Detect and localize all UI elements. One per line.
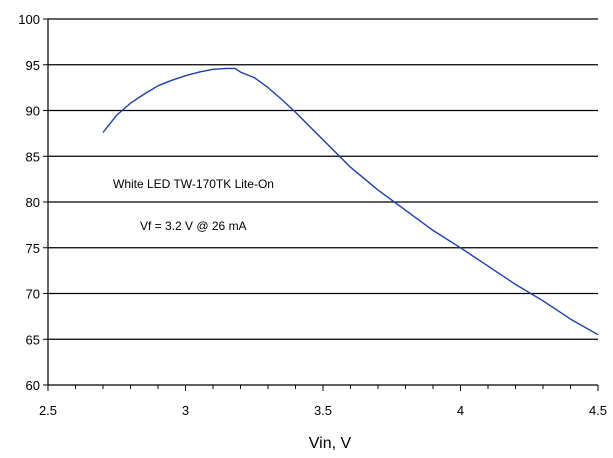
y-tick-label-95: 95	[26, 58, 40, 73]
x-tick-label-2.5: 2.5	[39, 403, 57, 418]
annotation-led-model: White LED TW-170TK Lite-On	[113, 177, 274, 191]
y-tick-label-85: 85	[26, 149, 40, 164]
annotation-vf: Vf = 3.2 V @ 26 mA	[140, 219, 247, 233]
y-tick-label-60: 60	[26, 378, 40, 393]
y-tick-label-65: 65	[26, 332, 40, 347]
y-axis-ticks: 60 65 70 75 80 85 90 95 100	[18, 12, 48, 393]
grid-lines	[48, 18, 598, 340]
series-group	[102, 67, 599, 336]
y-tick-label-75: 75	[26, 241, 40, 256]
x-axis-ticks: 2.5 3 3.5 4 4.5	[39, 385, 607, 418]
x-tick-label-4: 4	[457, 403, 464, 418]
series-line-0	[102, 67, 599, 336]
x-tick-label-3: 3	[182, 403, 189, 418]
x-tick-label-4.5: 4.5	[589, 403, 607, 418]
y-tick-label-70: 70	[26, 287, 40, 302]
x-axis-title: Vin, V	[309, 435, 352, 452]
y-tick-label-80: 80	[26, 195, 40, 210]
x-tick-label-3.5: 3.5	[314, 403, 332, 418]
y-tick-label-100: 100	[18, 12, 40, 27]
y-tick-label-90: 90	[26, 104, 40, 119]
